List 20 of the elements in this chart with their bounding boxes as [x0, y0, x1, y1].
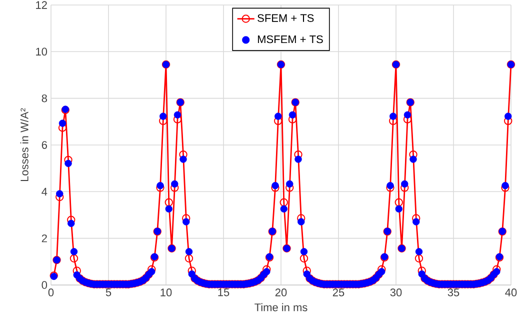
y-tick-label: 12	[36, 1, 47, 9]
y-tick-label: 4	[42, 188, 48, 196]
x-tick-label: 40	[505, 288, 517, 296]
y-tick-label: 10	[36, 48, 48, 56]
x-tick-label: 0	[48, 288, 54, 296]
x-tick-label: 20	[275, 288, 287, 296]
y-tick-label: 8	[42, 94, 47, 102]
y-tick-label: 2	[42, 234, 47, 242]
y-axis-title: Losses in W/A²	[20, 108, 28, 182]
legend-label: SFEM + TS	[258, 14, 314, 22]
x-tick-label: 10	[160, 288, 172, 296]
legend-label: MSFEM + TS	[258, 35, 323, 44]
x-tick-label: 5	[106, 288, 112, 296]
x-tick-label: 30	[390, 288, 402, 296]
x-tick-label: 35	[448, 288, 460, 296]
x-tick-label: 15	[218, 288, 230, 296]
y-tick-label: 6	[42, 141, 47, 149]
y-tick-label: 0	[42, 281, 48, 289]
x-tick-label: 25	[332, 288, 344, 296]
x-axis-title: Time in ms	[254, 303, 308, 312]
